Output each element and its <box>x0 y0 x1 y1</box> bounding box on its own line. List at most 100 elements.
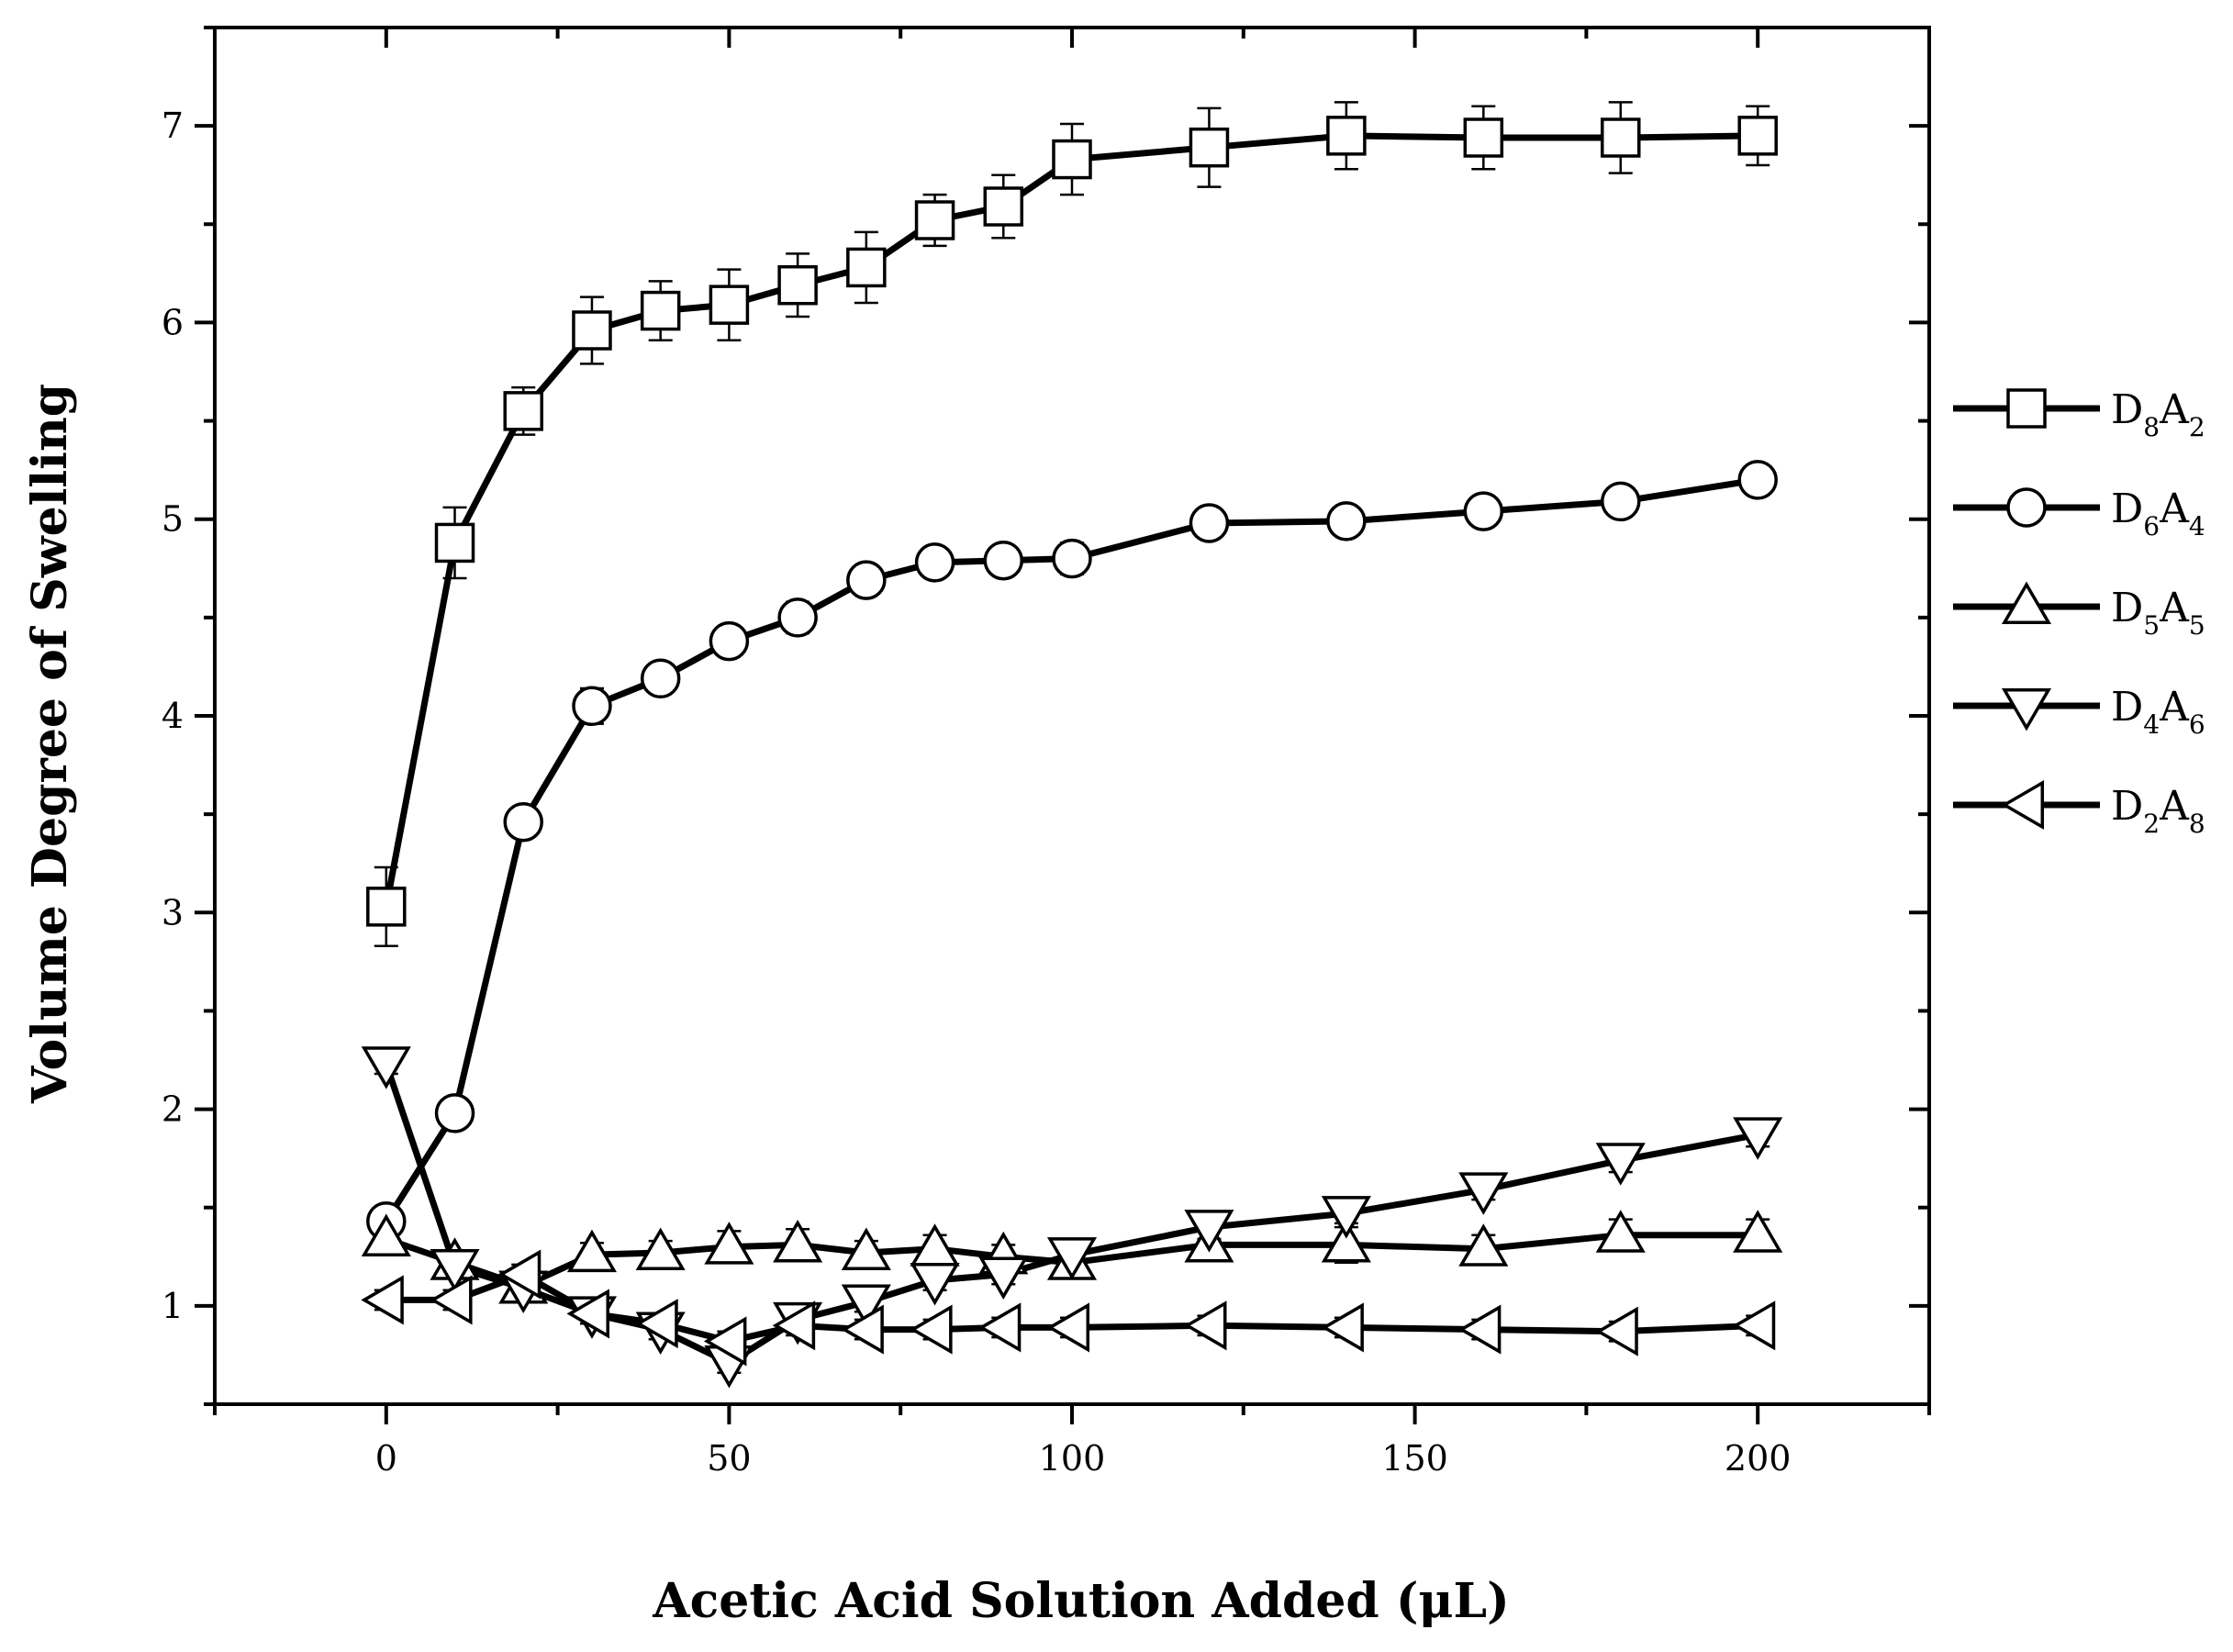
legend-label: D2A8 <box>2111 783 2205 839</box>
data-point-d5a5 <box>704 1222 754 1265</box>
data-point-d6a4 <box>503 801 543 843</box>
error-bars <box>374 101 1770 1374</box>
data-point-d6a4 <box>1189 503 1230 543</box>
legend-marker <box>2001 687 2052 731</box>
data-point-d6a4 <box>1737 460 1778 500</box>
y-tick-label: 2 <box>162 1089 184 1130</box>
y-tick-label: 4 <box>162 696 184 736</box>
legend-label-part: A <box>2159 783 2190 830</box>
series-line-d8a2 <box>383 132 1758 908</box>
legend-label-part: A <box>2159 486 2190 532</box>
data-point-d8a2 <box>503 391 543 431</box>
data-point-d8a2 <box>846 247 887 288</box>
data-point-d6a4 <box>640 658 681 699</box>
data-point-d5a5 <box>773 1219 823 1263</box>
legend-label-subscript: 8 <box>2143 412 2160 442</box>
data-point-d4a6 <box>430 1248 480 1292</box>
data-point-d8a2 <box>1326 116 1367 156</box>
legend-label-subscript: 2 <box>2143 809 2160 839</box>
y-tick-label: 7 <box>162 106 184 146</box>
legend-label-subscript: 2 <box>2189 412 2205 442</box>
data-point-d2a8 <box>497 1249 542 1300</box>
legend-label-subscript: 5 <box>2189 610 2205 641</box>
legend-marker <box>2001 779 2045 831</box>
data-point-d6a4 <box>1052 538 1092 579</box>
legend-label-subscript: 6 <box>2143 511 2160 541</box>
data-point-d2a8 <box>430 1275 473 1325</box>
data-point-d4a6 <box>841 1284 891 1328</box>
legend-item-d5a5: D5A5 <box>1953 581 2205 641</box>
legend-label: D4A6 <box>2111 684 2205 740</box>
data-point-d8a2 <box>1052 139 1092 180</box>
data-point-d4a6 <box>910 1262 960 1306</box>
data-point-d8a2 <box>640 290 681 331</box>
data-point-d2a8 <box>361 1275 404 1325</box>
x-tick-label: 100 <box>1039 1438 1106 1479</box>
data-point-d6a4 <box>914 542 955 583</box>
y-axis-title: Volume Degree of Swelling <box>22 384 78 1104</box>
data-point-d2a8 <box>566 1289 609 1339</box>
y-tick-label: 1 <box>162 1286 184 1326</box>
data-point-d8a2 <box>1189 127 1230 168</box>
x-axis-title: Acetic Acid Solution Added (μL) <box>652 1573 1509 1629</box>
plot-frame <box>213 26 1931 1406</box>
data-point-d8a2 <box>983 186 1024 227</box>
data-point-d2a8 <box>910 1304 953 1355</box>
legend-label: D8A2 <box>2111 386 2205 442</box>
data-point-d5a5 <box>635 1227 686 1271</box>
data-point-d6a4 <box>846 560 887 600</box>
data-point-d4a6 <box>1458 1172 1509 1215</box>
legend-marker <box>2006 388 2047 429</box>
data-point-d4a6 <box>1046 1237 1098 1280</box>
data-point-d2a8 <box>1046 1302 1090 1353</box>
y-tick-label: 3 <box>162 892 184 932</box>
data-point-d5a5 <box>566 1229 618 1273</box>
data-point-d2a8 <box>1457 1304 1502 1355</box>
data-point-d4a6 <box>361 1046 411 1089</box>
legend-label: D5A5 <box>2111 585 2205 641</box>
data-point-d8a2 <box>366 887 407 927</box>
legend-item-d2a8: D2A8 <box>1953 779 2205 839</box>
data-point-d6a4 <box>777 597 818 638</box>
series-line-d4a6 <box>383 1063 1758 1367</box>
data-point-d2a8 <box>772 1300 816 1351</box>
legend-label-subscript: 6 <box>2189 709 2205 740</box>
legend-label-subscript: 5 <box>2143 610 2160 641</box>
data-point-d2a8 <box>977 1302 1022 1353</box>
legend-marker <box>2006 487 2047 528</box>
series-line-d5a5 <box>385 1232 1758 1289</box>
data-point-d8a2 <box>914 200 955 240</box>
legend-label-subscript: 4 <box>2143 709 2160 740</box>
legend-label-part: D <box>2111 783 2143 830</box>
data-point-d5a5 <box>361 1213 411 1257</box>
data-point-d2a8 <box>635 1299 678 1349</box>
data-point-d8a2 <box>1463 117 1504 158</box>
legend-label-part: D <box>2111 585 2143 631</box>
data-point-d2a8 <box>1183 1300 1227 1351</box>
data-point-d6a4 <box>1326 501 1367 541</box>
data-point-d8a2 <box>1737 116 1778 156</box>
legend-label-part: A <box>2159 684 2190 731</box>
data-point-d6a4 <box>434 1093 475 1133</box>
data-point-d8a2 <box>572 310 612 351</box>
legend-label-part: D <box>2111 684 2143 731</box>
data-point-d2a8 <box>841 1304 884 1355</box>
data-point-d4a6 <box>1733 1117 1783 1160</box>
axis-ticks: 0 50 100 150 200 1 2 3 4 5 6 7 <box>162 26 1931 1479</box>
legend-label-part: D <box>2111 486 2143 532</box>
data-point-d4a6 <box>1321 1196 1371 1239</box>
legend-label-part: A <box>2159 585 2190 631</box>
data-point-d4a6 <box>978 1256 1029 1300</box>
data-point-d2a8 <box>1595 1306 1638 1356</box>
legend-item-d8a2: D8A2 <box>1953 386 2205 442</box>
series-line-d2a8 <box>385 1271 1758 1345</box>
legend-item-d4a6: D4A6 <box>1953 684 2205 740</box>
series-line-d6a4 <box>383 476 1758 1223</box>
data-point-d5a5 <box>841 1227 891 1271</box>
legend-label-subscript: 4 <box>2189 511 2205 541</box>
legend-label-part: D <box>2111 386 2143 433</box>
series-lines <box>383 132 1758 1367</box>
data-point-d6a4 <box>709 620 750 662</box>
legend-label-part: A <box>2159 386 2190 433</box>
